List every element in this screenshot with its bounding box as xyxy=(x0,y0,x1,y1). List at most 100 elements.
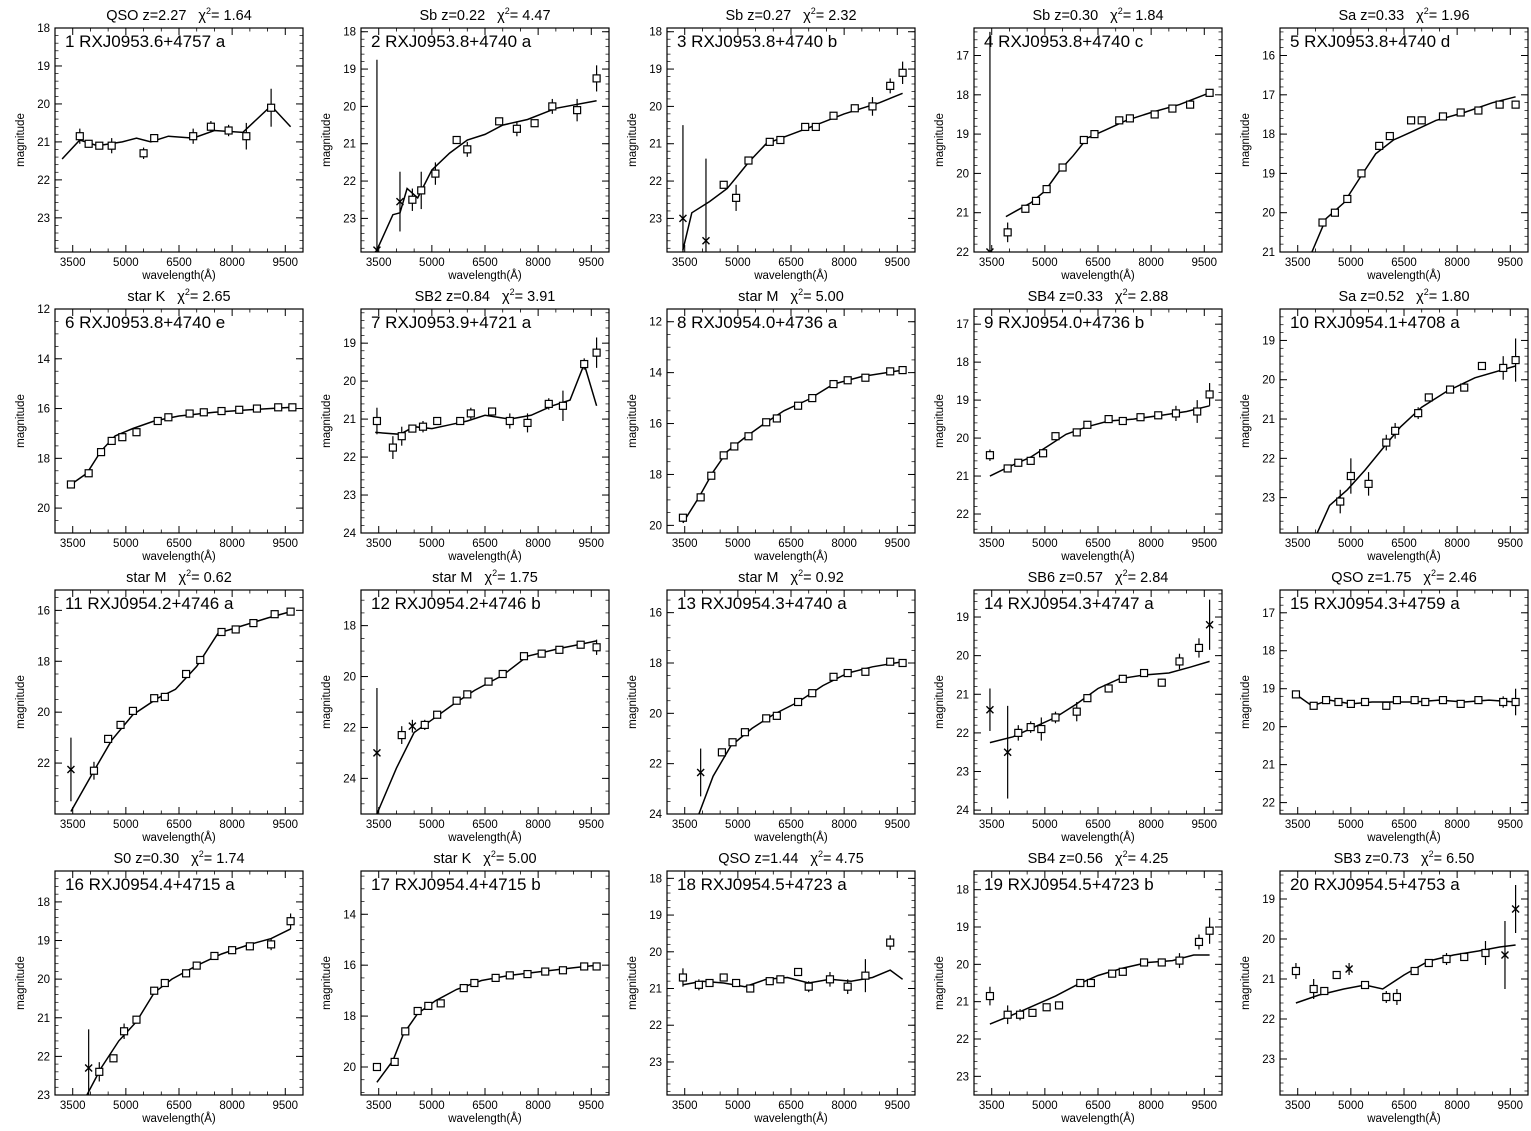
data-point-square xyxy=(1003,464,1012,473)
data-point-square xyxy=(1014,728,1023,737)
chi2-label: χ2= 1.80 xyxy=(1416,287,1470,305)
data-point-square xyxy=(397,432,406,441)
panel-type-label: star M xyxy=(738,569,779,586)
data-layer xyxy=(678,365,907,524)
data-point-square xyxy=(252,404,262,413)
data-point-cross xyxy=(408,722,417,731)
y-tick-label: 12 xyxy=(649,317,662,329)
x-tick-label: 9500 xyxy=(884,538,910,550)
data-point-square xyxy=(898,68,907,77)
x-tick-label: 3500 xyxy=(672,819,698,831)
y-tick-label: 16 xyxy=(343,960,356,972)
plot-area: 3500 5000 6500 8000 9500 12 14 16 18 20 wavelength… xyxy=(627,308,916,563)
y-tick-label: 20 xyxy=(649,520,662,532)
data-point-square xyxy=(730,442,739,451)
data-point-square xyxy=(829,379,838,389)
data-point-square xyxy=(1175,956,1184,965)
y-tick-label: 21 xyxy=(956,997,969,1009)
data-point-square xyxy=(1014,458,1023,467)
y-tick-label: 23 xyxy=(956,767,969,779)
data-point-square xyxy=(1320,986,1329,996)
data-point-square xyxy=(1511,100,1520,109)
plot-area: 3500 5000 6500 8000 9500 18 19 20 21 22 23 waveleng… xyxy=(627,27,916,282)
data-point-square xyxy=(1391,426,1400,435)
plot-frame xyxy=(1279,308,1529,534)
plot-frame xyxy=(973,589,1223,815)
y-axis-label: magnitude xyxy=(15,113,27,167)
model-line xyxy=(376,100,597,251)
chi2-label: χ2= 3.91 xyxy=(502,287,556,305)
x-tick-label: 8000 xyxy=(831,257,857,269)
data-point-square xyxy=(1382,701,1391,710)
y-tick-label: 20 xyxy=(649,101,662,113)
chi2-value: 1.64 xyxy=(223,7,252,24)
data-point-square xyxy=(372,416,382,426)
data-point-square xyxy=(744,432,753,441)
data-point-square xyxy=(1460,952,1469,962)
y-tick-label: 22 xyxy=(343,452,356,464)
data-point-square xyxy=(868,102,877,111)
panel-6: star K χ2= 2.65 3500 5000 6500 8000 9500 12 14 16… xyxy=(0,281,306,563)
data-point-square xyxy=(1086,978,1096,988)
data-point-square xyxy=(1330,208,1340,217)
data-point-square xyxy=(886,938,895,947)
data-point-square xyxy=(1076,978,1085,988)
chi2-value: 2.32 xyxy=(828,7,857,24)
data-layer xyxy=(84,913,295,1095)
data-point-square xyxy=(555,645,564,654)
data-point-square xyxy=(245,942,254,951)
data-point-square xyxy=(164,413,173,422)
data-point-square xyxy=(495,117,504,126)
data-point-square xyxy=(118,433,127,442)
x-tick-label: 8000 xyxy=(525,1100,551,1112)
panel-14: SB6 z=0.57 χ2= 2.84 3500 5000 6500 8000 9500 19… xyxy=(919,562,1225,844)
y-tick-label: 18 xyxy=(956,357,969,369)
data-point-square xyxy=(1438,112,1448,121)
panel-type-label: SB3 z=0.73 xyxy=(1333,850,1409,867)
x-tick-label: 5000 xyxy=(725,1100,751,1112)
y-tick-label: 22 xyxy=(343,176,356,188)
panel-4: Sb z=0.30 χ2= 1.84 3500 5000 6500 8000 9500 17 1… xyxy=(919,0,1225,282)
data-point-square xyxy=(811,122,820,132)
data-point-square xyxy=(696,493,705,502)
data-layer xyxy=(985,383,1214,477)
x-axis-label: wavelength(Å) xyxy=(1366,269,1441,282)
data-point-square xyxy=(463,690,472,699)
data-layer xyxy=(61,88,292,160)
x-tick-label: 3500 xyxy=(366,538,392,550)
data-point-square xyxy=(694,980,703,989)
x-tick-label: 6500 xyxy=(166,1100,192,1112)
panel-8: star M χ2= 5.00 3500 5000 6500 8000 9500 12 14 16… xyxy=(612,281,918,563)
x-tick-label: 3500 xyxy=(672,538,698,550)
data-point-square xyxy=(242,132,251,141)
data-point-square xyxy=(1072,428,1081,437)
chi2-label: χ2= 5.00 xyxy=(483,849,537,867)
data-point-square xyxy=(160,692,169,702)
y-tick-label: 23 xyxy=(1262,1054,1275,1066)
plot-area: 3500 5000 6500 8000 9500 16 18 20 22 24 wavelength… xyxy=(627,589,916,844)
data-point-square xyxy=(1115,116,1124,125)
plot-frame xyxy=(1279,27,1529,253)
data-point-square xyxy=(1477,361,1487,371)
x-tick-label: 3500 xyxy=(60,819,86,831)
panel-type-label: S0 z=0.30 xyxy=(113,850,180,867)
y-axis-label: magnitude xyxy=(627,113,639,167)
panel-2: Sb z=0.22 χ2= 4.47 3500 5000 6500 8000 9500 18 1… xyxy=(306,0,612,282)
chi2-value: 1.80 xyxy=(1441,288,1470,305)
data-point-square xyxy=(1079,135,1088,145)
y-tick-label: 21 xyxy=(956,689,969,701)
data-point-square xyxy=(84,139,93,148)
x-tick-label: 3500 xyxy=(979,257,1005,269)
x-tick-label: 8000 xyxy=(1444,1100,1470,1112)
x-tick-label: 5000 xyxy=(1338,819,1364,831)
data-point-square xyxy=(762,418,771,427)
data-point-square xyxy=(1104,415,1113,424)
data-point-square xyxy=(1139,668,1149,678)
data-point-square xyxy=(466,409,475,418)
data-point-cross xyxy=(395,197,404,206)
data-point-square xyxy=(1037,724,1046,734)
chi2-label: χ2= 1.96 xyxy=(1416,6,1470,24)
model-line xyxy=(989,660,1210,744)
data-point-square xyxy=(1334,697,1343,707)
